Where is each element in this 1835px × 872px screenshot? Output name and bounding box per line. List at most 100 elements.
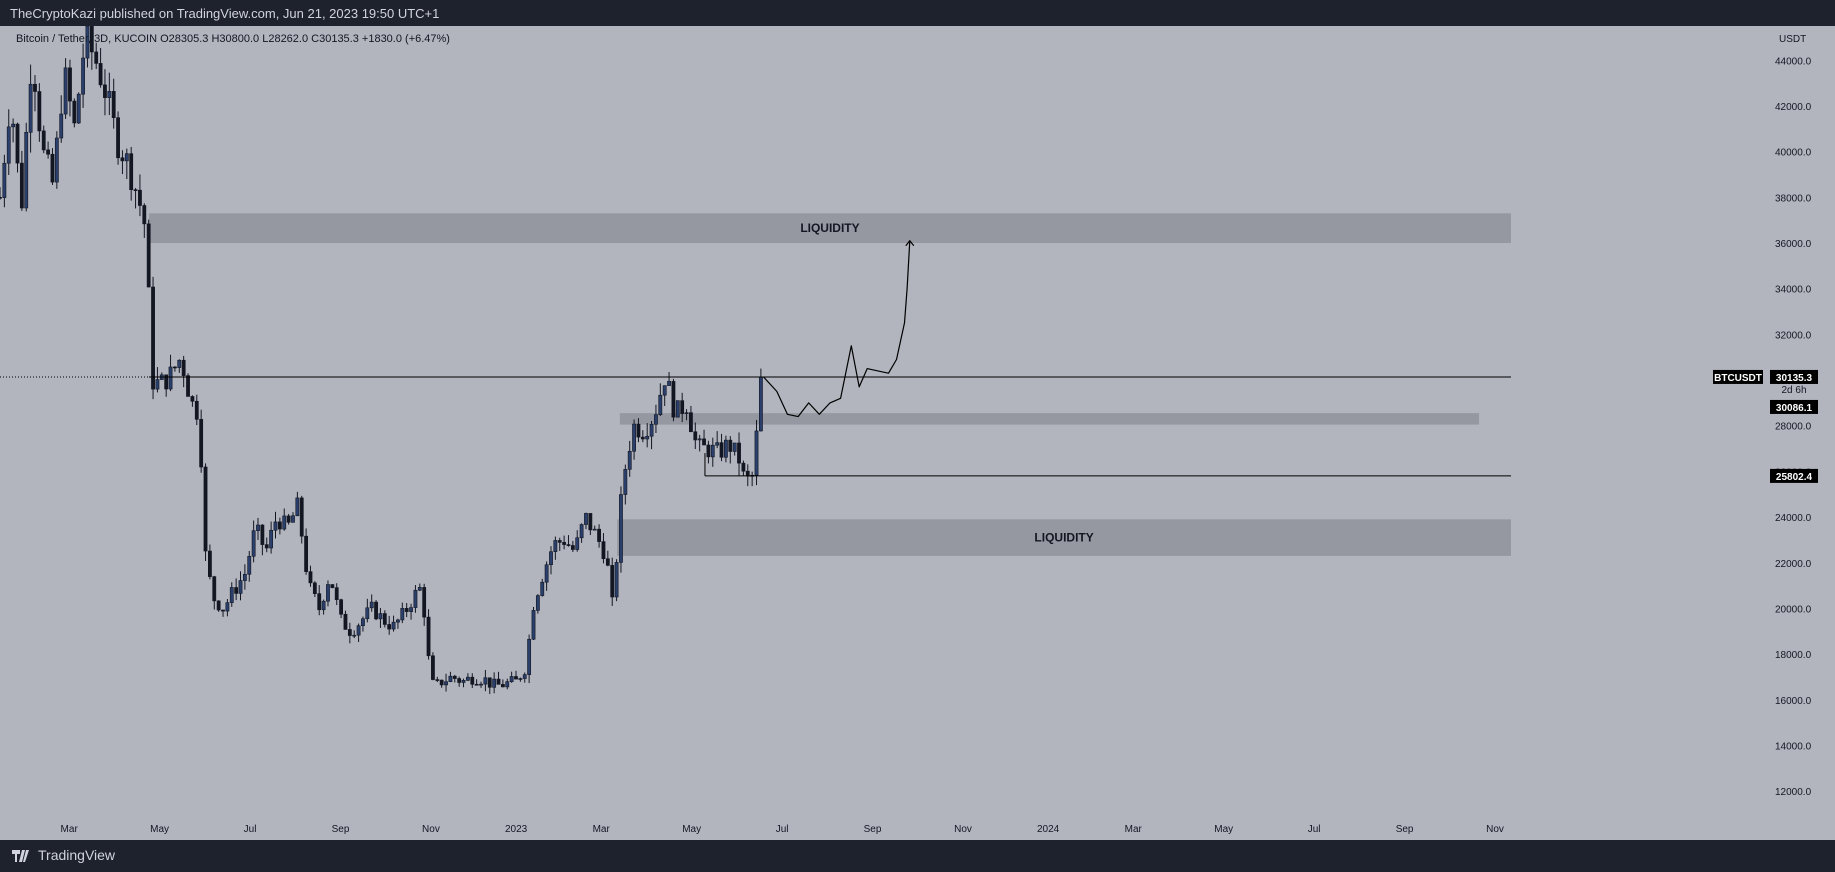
candle — [737, 432, 741, 476]
candle — [479, 681, 483, 688]
candle — [282, 508, 287, 531]
candle — [496, 671, 501, 685]
x-tick-label: Jul — [1308, 824, 1321, 835]
candle — [374, 600, 378, 621]
candle — [177, 359, 182, 373]
candle — [33, 75, 37, 112]
zones-layer: LIQUIDITY LIQUIDITY — [148, 213, 1512, 556]
secondary-price-label[interactable]: 30086.1 — [1770, 399, 1818, 414]
candle — [710, 437, 715, 467]
current-price-label[interactable]: 30135.3 — [1770, 369, 1818, 384]
candle — [557, 537, 562, 551]
svg-text:30086.1: 30086.1 — [1776, 403, 1813, 414]
candle — [417, 583, 422, 592]
candle — [50, 148, 55, 185]
candle — [343, 610, 348, 630]
candle — [422, 583, 427, 626]
zone-upper-liquidity[interactable] — [148, 213, 1512, 243]
candle — [667, 372, 671, 386]
candle — [627, 440, 632, 477]
candle — [225, 598, 230, 617]
x-tick-label: Sep — [1396, 824, 1414, 835]
x-tick-label: Jul — [776, 824, 789, 835]
candle — [28, 64, 33, 153]
candle — [505, 678, 510, 690]
y-tick-label: 18000.0 — [1775, 650, 1812, 661]
candle — [387, 615, 392, 635]
symbol-tag[interactable]: BTCUSDT — [1713, 369, 1763, 384]
candle — [85, 26, 90, 68]
candle — [431, 652, 435, 681]
candle — [509, 671, 514, 683]
x-tick-label: Sep — [332, 824, 350, 835]
y-tick-label: 16000.0 — [1775, 696, 1812, 707]
candle — [597, 524, 601, 548]
support-price-label[interactable]: 25802.4 — [1770, 468, 1818, 483]
candle — [404, 603, 409, 618]
candle — [369, 594, 374, 612]
candle — [409, 603, 413, 620]
candle — [212, 575, 217, 610]
candle — [719, 433, 724, 462]
candle — [133, 188, 138, 209]
candle — [11, 118, 16, 143]
price-axis-background — [1511, 26, 1835, 840]
candle — [304, 528, 309, 575]
x-tick-label: Jul — [244, 824, 257, 835]
candle — [758, 368, 763, 432]
candle — [116, 111, 120, 165]
candle — [645, 423, 650, 448]
candle — [632, 419, 636, 460]
candle — [251, 520, 256, 563]
candle — [527, 634, 532, 684]
candle — [46, 141, 51, 159]
candle — [461, 678, 466, 688]
candle — [308, 565, 313, 587]
y-tick-label: 22000.0 — [1775, 559, 1812, 570]
candle — [724, 435, 728, 463]
y-tick-label: 44000.0 — [1775, 56, 1812, 67]
candle — [339, 598, 343, 619]
candle — [697, 434, 702, 452]
zone-lower-liquidity[interactable] — [617, 519, 1511, 556]
candle — [584, 512, 588, 530]
candle — [120, 150, 125, 175]
candle — [256, 517, 260, 540]
candle — [396, 618, 400, 629]
candle — [321, 599, 326, 615]
candle — [295, 491, 300, 517]
candle — [601, 533, 606, 564]
candle — [466, 673, 470, 682]
candle — [549, 546, 553, 575]
y-tick-label: 12000.0 — [1775, 787, 1812, 798]
candle — [173, 366, 177, 372]
candle — [680, 392, 685, 423]
candle — [81, 43, 85, 108]
candle — [72, 98, 77, 128]
candle — [544, 561, 549, 591]
chart-area[interactable]: LIQUIDITY LIQUIDITY 12000.0 14000.0 16000.0… — [0, 26, 1835, 840]
candle — [0, 187, 2, 200]
candle — [238, 571, 243, 601]
candle — [715, 431, 720, 449]
zone-label: LIQUIDITY — [800, 221, 859, 235]
candle — [754, 419, 759, 486]
candle — [203, 463, 208, 561]
candle — [181, 355, 186, 388]
projection-path[interactable] — [763, 240, 911, 418]
candle — [107, 72, 112, 115]
y-tick-label: 28000.0 — [1775, 422, 1812, 433]
candle — [400, 602, 405, 624]
candle — [483, 669, 488, 692]
candle — [151, 276, 155, 400]
candle — [190, 395, 195, 407]
time-axis-background — [0, 814, 1511, 840]
candle — [155, 367, 160, 393]
candle — [352, 630, 357, 639]
y-tick-label: 34000.0 — [1775, 285, 1812, 296]
candle — [531, 606, 536, 641]
tradingview-brand[interactable]: TradingView — [12, 847, 115, 863]
zone-mid-gray[interactable] — [619, 413, 1480, 425]
candle — [168, 354, 173, 392]
candle — [566, 535, 571, 547]
